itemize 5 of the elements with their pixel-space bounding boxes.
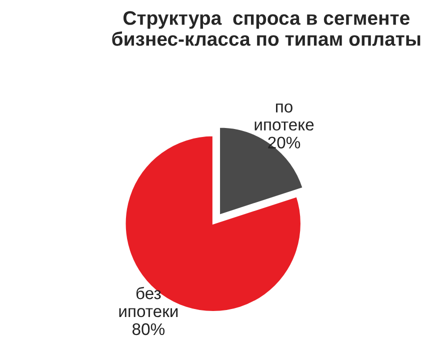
data-label: 20% (268, 136, 300, 148)
slice-label: без ипотеки (119, 286, 178, 318)
chart-title: Структура спроса в сегменте бизнес-класса по типам оплаты (112, 11, 420, 46)
slice-label: по ипотеке (254, 103, 314, 131)
data-label: 80% (132, 323, 165, 336)
